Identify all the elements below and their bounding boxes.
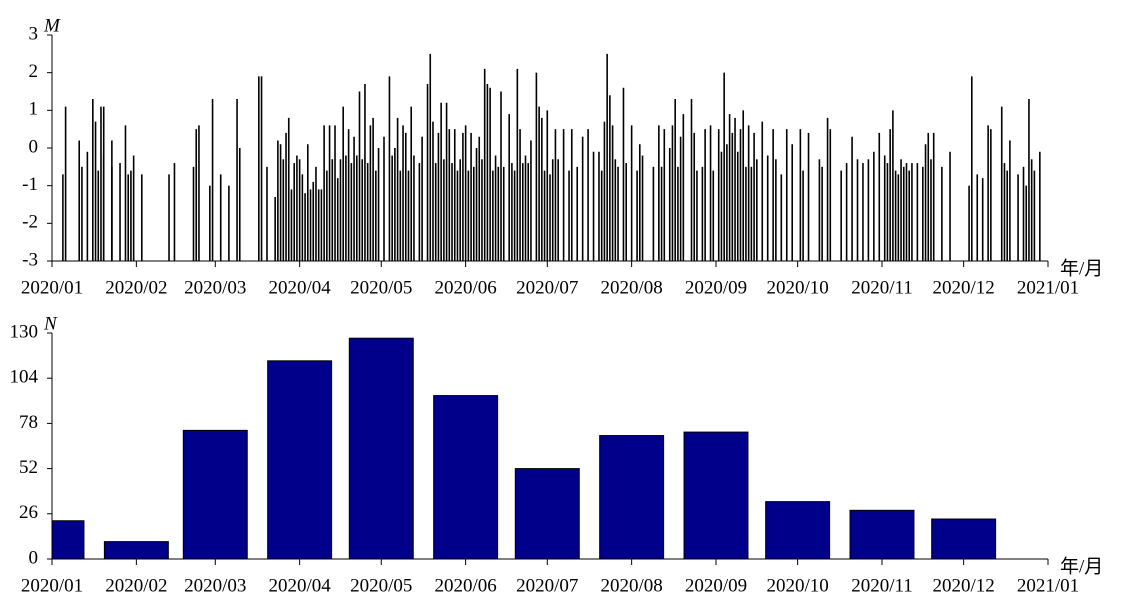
x-tick-label: 2020/07 (516, 575, 578, 596)
x-axis-label: 年/月 (1060, 257, 1103, 279)
bar (931, 518, 997, 560)
y-axis-label: N (43, 313, 58, 334)
plot-area (52, 337, 997, 560)
x-tick-label: 2020/01 (21, 575, 83, 596)
y-axis-label: M (43, 15, 61, 36)
x-tick-label: 2020/07 (516, 277, 578, 298)
x-tick-label: 2020/04 (268, 277, 331, 298)
y-tick-label: 0 (29, 136, 39, 157)
x-tick-label: 2020/04 (268, 575, 331, 596)
x-tick-label: 2020/12 (932, 277, 994, 298)
y-tick-label: 78 (19, 412, 38, 433)
bar (514, 468, 580, 560)
x-axis-label: 年/月 (1060, 555, 1103, 577)
y-tick-label: 3 (29, 23, 39, 44)
x-tick-label: 2020/03 (184, 277, 246, 298)
bar (849, 509, 915, 560)
x-tick-label: 2020/12 (932, 575, 994, 596)
x-tick-label: 2020/05 (350, 277, 412, 298)
y-tick-label: -1 (22, 174, 38, 195)
x-tick-label: 2020/09 (685, 575, 747, 596)
x-tick-label: 2020/08 (600, 277, 662, 298)
bar (765, 501, 831, 560)
x-tick-label: 2020/06 (434, 277, 496, 298)
x-tick-label: 2020/10 (766, 277, 828, 298)
x-tick-label: 2020/10 (766, 575, 828, 596)
bar (52, 520, 85, 560)
x-tick-label: 2021/01 (1017, 277, 1079, 298)
x-tick-label: 2020/03 (184, 575, 246, 596)
y-tick-label: 1 (29, 99, 39, 120)
x-tick-label: 2020/01 (21, 277, 83, 298)
bar (182, 429, 248, 560)
x-tick-label: 2020/09 (685, 277, 747, 298)
y-tick-label: 0 (29, 547, 39, 568)
x-tick-label: 2020/05 (350, 575, 412, 596)
x-tick-label: 2020/02 (105, 575, 167, 596)
x-tick-label: 2020/11 (851, 575, 913, 596)
bar (348, 337, 414, 560)
y-tick-label: 130 (10, 321, 39, 342)
bar (683, 431, 749, 560)
y-tick-label: 52 (19, 457, 38, 478)
y-tick-label: 2 (29, 61, 39, 82)
x-tick-label: 2020/11 (851, 277, 913, 298)
y-tick-label: -3 (22, 249, 38, 270)
y-tick-label: 26 (19, 502, 38, 523)
bar (433, 395, 499, 560)
plot-area (62, 53, 1041, 261)
x-tick-label: 2020/02 (105, 277, 167, 298)
x-tick-label: 2020/08 (600, 575, 662, 596)
bar (599, 435, 665, 560)
y-tick-label: -2 (22, 212, 38, 233)
bar (267, 360, 333, 560)
x-tick-label: 2020/06 (434, 575, 496, 596)
y-tick-label: 104 (10, 367, 39, 388)
x-tick-label: 2021/01 (1017, 575, 1079, 596)
bar (103, 541, 169, 560)
